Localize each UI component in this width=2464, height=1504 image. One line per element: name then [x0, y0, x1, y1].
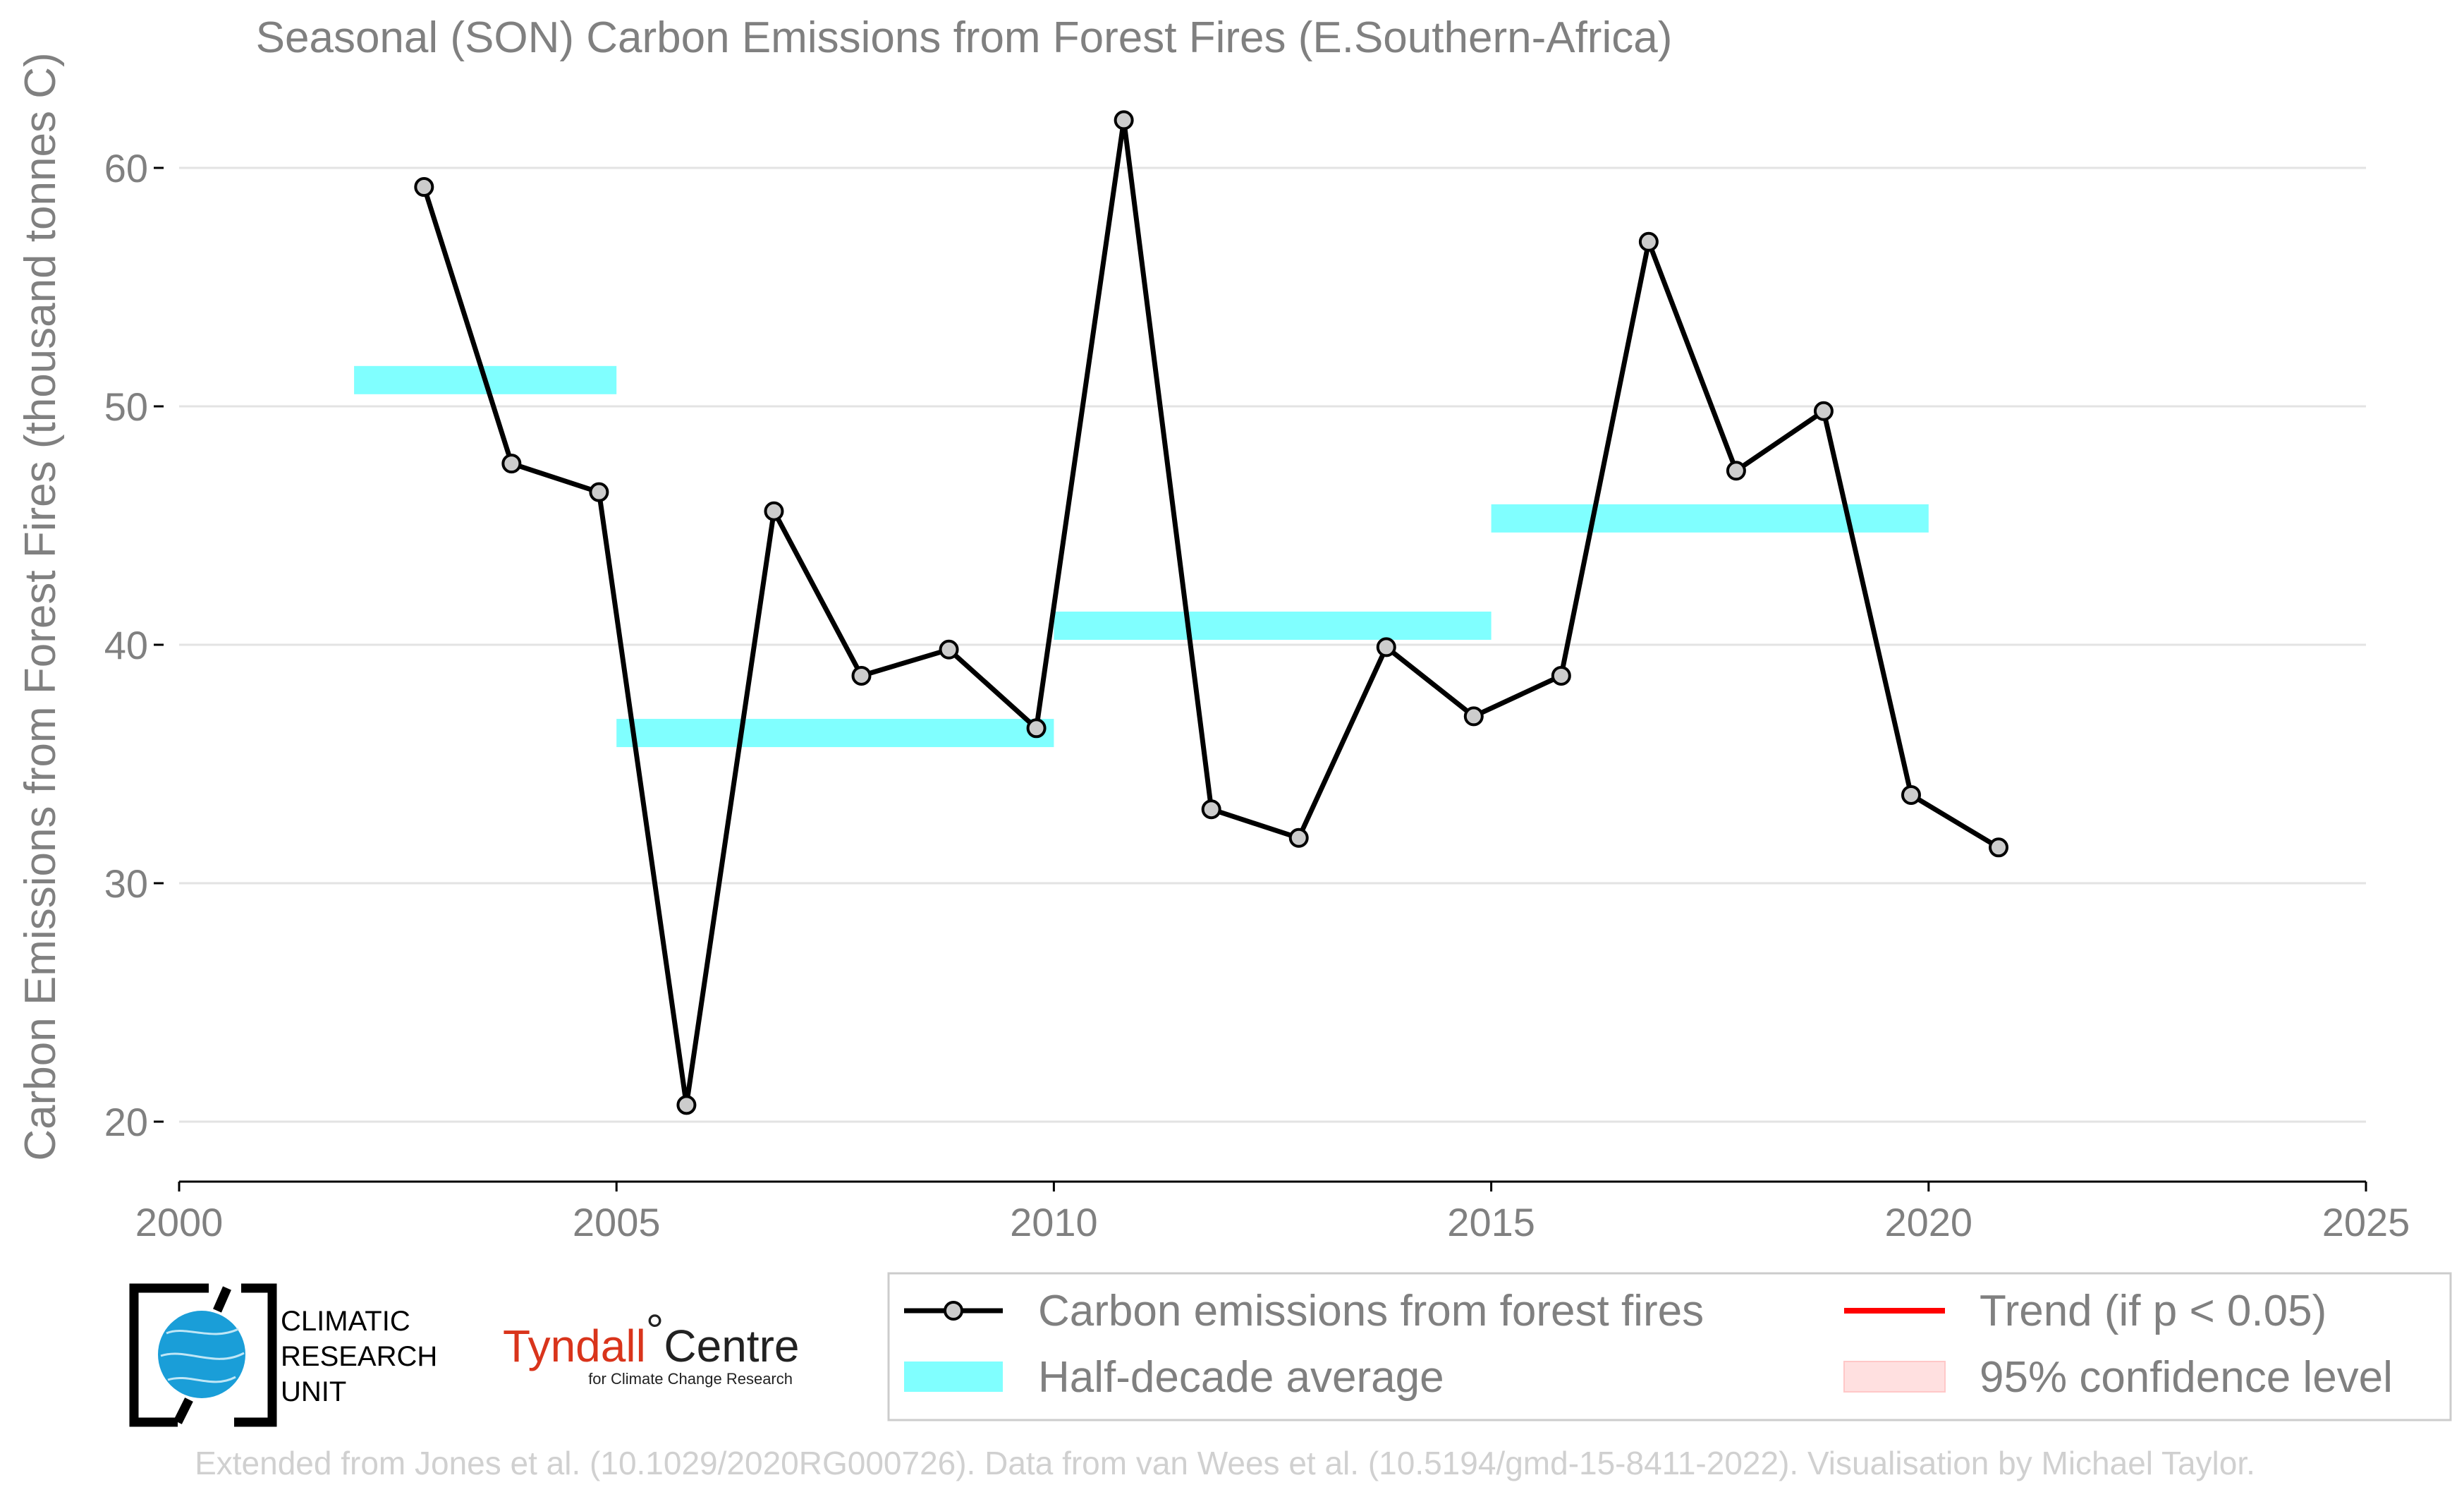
- data-point: [939, 639, 959, 660]
- x-tick-label: 2010: [1010, 1200, 1098, 1244]
- y-tick-label: 20: [104, 1100, 148, 1144]
- x-tick-label: 2005: [573, 1200, 661, 1244]
- svg-text:Tyndall°Centre: Tyndall°Centre: [503, 1305, 799, 1371]
- cru-text-line3: UNIT: [281, 1376, 346, 1407]
- credit-line: Extended from Jones et al. (10.1029/2020…: [195, 1445, 2255, 1481]
- x-tick-label: 2000: [135, 1200, 224, 1244]
- x-tick-label: 2020: [1885, 1200, 1973, 1244]
- cru-logo-slash-bottom: [173, 1397, 193, 1424]
- y-tick-label: 40: [104, 623, 148, 667]
- tyndall-logo: Tyndall°Centre for Climate Change Resear…: [503, 1305, 799, 1388]
- axes: 2000 2005 2010 2015 2020 2025: [135, 1180, 2410, 1244]
- data-point: [1376, 637, 1396, 657]
- data-point: [414, 177, 434, 198]
- data-point: [1201, 799, 1221, 820]
- y-axis-label: Carbon Emissions from Forest Fires (thou…: [16, 52, 65, 1160]
- legend-label-trend: Trend (if p < 0.05): [1980, 1287, 2326, 1335]
- half-decade-bar: [1491, 504, 1929, 533]
- y-tick-label: 30: [104, 861, 148, 906]
- tyndall-degree: °: [646, 1305, 664, 1356]
- data-point: [1288, 827, 1309, 848]
- gridlines: 20 30 40 50 60: [104, 146, 2366, 1144]
- cru-text-line1: CLIMATIC: [281, 1306, 410, 1337]
- data-point: [1114, 110, 1134, 131]
- data-point: [1901, 784, 1921, 805]
- legend-label-confidence: 95% confidence level: [1980, 1353, 2393, 1402]
- half-decade-bar: [616, 719, 1054, 748]
- half-decade-averages: [354, 365, 1929, 748]
- data-point: [1463, 706, 1484, 727]
- data-point: [1551, 665, 1571, 686]
- tyndall-centre-word: Centre: [664, 1321, 799, 1371]
- half-decade-bar: [1054, 611, 1492, 640]
- x-tick-label: 2015: [1447, 1200, 1535, 1244]
- emissions-series: [414, 110, 2009, 1115]
- legend: Carbon emissions from forest fires Trend…: [887, 1272, 2452, 1421]
- data-point: [1726, 461, 1746, 481]
- tyndall-wordmark: Tyndall: [503, 1321, 646, 1371]
- data-point: [764, 501, 784, 521]
- legend-frame: [887, 1272, 2452, 1421]
- chart-title: Seasonal (SON) Carbon Emissions from For…: [256, 13, 1673, 62]
- data-point: [1638, 231, 1659, 252]
- legend-label-half-decade: Half-decade average: [1038, 1353, 1444, 1402]
- data-point: [1989, 837, 2009, 858]
- cru-text-line2: RESEARCH: [281, 1341, 437, 1372]
- data-point: [501, 454, 522, 474]
- data-point: [676, 1095, 697, 1115]
- legend-swatch-confidence: [1843, 1361, 1946, 1393]
- y-tick-label: 60: [104, 146, 148, 190]
- legend-marker-emissions: [944, 1301, 963, 1321]
- data-point: [589, 482, 609, 502]
- cru-globe-lines: [160, 1328, 245, 1383]
- tyndall-subtitle: for Climate Change Research: [588, 1370, 793, 1388]
- legend-label-emissions: Carbon emissions from forest fires: [1038, 1287, 1704, 1335]
- cru-logo-slash-top: [213, 1286, 231, 1313]
- legend-swatch-half-decade: [904, 1362, 1003, 1392]
- data-point: [1026, 718, 1047, 739]
- cru-logo-bracket: [129, 1283, 277, 1427]
- cru-logo: CLIMATIC RESEARCH UNIT: [129, 1283, 437, 1427]
- x-tick-label: 2025: [2322, 1200, 2410, 1244]
- data-point: [851, 665, 872, 686]
- y-tick-label: 50: [104, 384, 148, 429]
- data-point: [1813, 401, 1834, 421]
